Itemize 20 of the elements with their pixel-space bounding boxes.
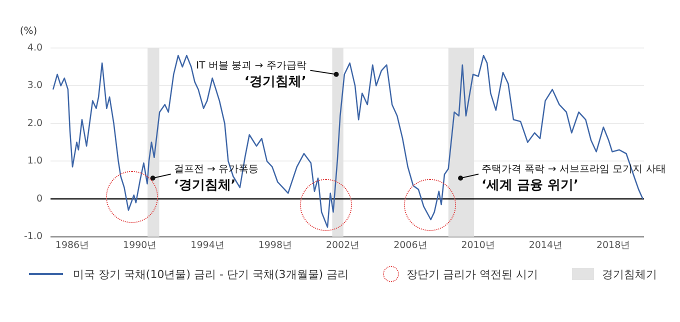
y-tick-label: -1.0 <box>24 231 43 242</box>
y-axis-title: (%) <box>20 26 38 37</box>
legend-label: 미국 장기 국채(10년물) 금리 - 단기 국채(3개월물) 금리 <box>72 266 349 282</box>
y-tick-label: 1.0 <box>27 156 43 167</box>
x-tick-label: 2006년 <box>394 240 428 251</box>
x-tick-label: 1994년 <box>190 240 225 251</box>
x-tick-label: 2010년 <box>461 240 496 251</box>
y-tick-label: 0 <box>36 193 43 204</box>
y-tick-label: 3.0 <box>27 80 43 92</box>
annotation: IT 버블 붕괴 → 주가급락 ‘경기침체’ <box>196 60 306 90</box>
text: 장단기 금리가 역전된 시기 <box>406 266 538 282</box>
x-tick-label: 1990년 <box>123 240 158 251</box>
x-tick-label: 2014년 <box>528 240 564 251</box>
x-tick-label: 1986년 <box>55 240 90 251</box>
y-tick-label: 4.0 <box>27 42 43 54</box>
y-tick-label: 2.0 <box>27 118 43 129</box>
x-tick-label: 2002년 <box>326 240 360 251</box>
legend-label: 경기침체기 <box>602 266 658 282</box>
x-tick-label: 2018년 <box>596 240 631 251</box>
x-tick-label: 1998년 <box>258 240 293 251</box>
